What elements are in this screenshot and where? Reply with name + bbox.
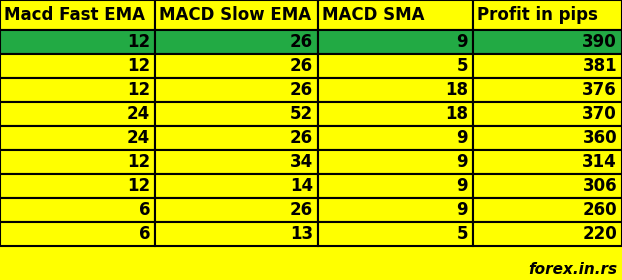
Text: 9: 9 xyxy=(457,33,468,51)
Bar xyxy=(155,54,318,78)
Text: 26: 26 xyxy=(290,57,313,75)
Text: 260: 260 xyxy=(582,201,617,219)
Text: 12: 12 xyxy=(127,33,150,51)
Bar xyxy=(318,78,473,102)
Text: 14: 14 xyxy=(290,177,313,195)
Text: MACD SMA: MACD SMA xyxy=(322,6,424,24)
Bar xyxy=(318,222,473,246)
Text: 390: 390 xyxy=(582,33,617,51)
Text: 13: 13 xyxy=(290,225,313,243)
Bar xyxy=(318,102,473,126)
Bar xyxy=(0,150,155,174)
Bar xyxy=(0,54,155,78)
Bar xyxy=(318,54,473,78)
Text: 12: 12 xyxy=(127,81,150,99)
Bar xyxy=(318,150,473,174)
Bar xyxy=(473,222,622,246)
Text: 34: 34 xyxy=(290,153,313,171)
Text: 26: 26 xyxy=(290,81,313,99)
Text: MACD Slow EMA: MACD Slow EMA xyxy=(159,6,311,24)
Text: 26: 26 xyxy=(290,201,313,219)
Text: 18: 18 xyxy=(445,81,468,99)
Bar xyxy=(0,174,155,198)
Bar xyxy=(0,0,155,30)
Bar xyxy=(0,222,155,246)
Text: 9: 9 xyxy=(457,201,468,219)
Text: 24: 24 xyxy=(127,105,150,123)
Text: forex.in.rs: forex.in.rs xyxy=(528,262,617,277)
Bar xyxy=(0,198,155,222)
Text: 6: 6 xyxy=(139,201,150,219)
Text: 26: 26 xyxy=(290,33,313,51)
Text: 12: 12 xyxy=(127,153,150,171)
Bar xyxy=(155,0,318,30)
Text: Profit in pips: Profit in pips xyxy=(477,6,598,24)
Bar xyxy=(318,0,473,30)
Text: 12: 12 xyxy=(127,57,150,75)
Text: 220: 220 xyxy=(582,225,617,243)
Text: 9: 9 xyxy=(457,153,468,171)
Text: 9: 9 xyxy=(457,129,468,147)
Bar xyxy=(318,174,473,198)
Text: 6: 6 xyxy=(139,225,150,243)
Bar xyxy=(473,126,622,150)
Bar xyxy=(318,126,473,150)
Bar xyxy=(0,30,155,54)
Bar xyxy=(473,198,622,222)
Text: 376: 376 xyxy=(582,81,617,99)
Text: 306: 306 xyxy=(582,177,617,195)
Bar xyxy=(473,102,622,126)
Bar xyxy=(155,102,318,126)
Text: 18: 18 xyxy=(445,105,468,123)
Bar xyxy=(155,174,318,198)
Bar xyxy=(0,126,155,150)
Text: 360: 360 xyxy=(582,129,617,147)
Bar xyxy=(473,30,622,54)
Bar xyxy=(473,174,622,198)
Bar xyxy=(0,102,155,126)
Text: 24: 24 xyxy=(127,129,150,147)
Bar xyxy=(155,198,318,222)
Bar xyxy=(155,126,318,150)
Text: 12: 12 xyxy=(127,177,150,195)
Text: 370: 370 xyxy=(582,105,617,123)
Text: 52: 52 xyxy=(290,105,313,123)
Bar xyxy=(473,150,622,174)
Bar xyxy=(155,30,318,54)
Bar xyxy=(155,222,318,246)
Text: 26: 26 xyxy=(290,129,313,147)
Text: 5: 5 xyxy=(457,225,468,243)
Bar xyxy=(473,78,622,102)
Text: Macd Fast EMA: Macd Fast EMA xyxy=(4,6,145,24)
Bar xyxy=(155,150,318,174)
Bar xyxy=(473,0,622,30)
Text: 314: 314 xyxy=(582,153,617,171)
Text: 5: 5 xyxy=(457,57,468,75)
Bar xyxy=(318,198,473,222)
Text: 381: 381 xyxy=(582,57,617,75)
Bar xyxy=(0,78,155,102)
Text: 9: 9 xyxy=(457,177,468,195)
Bar xyxy=(318,30,473,54)
Bar xyxy=(155,78,318,102)
Bar xyxy=(473,54,622,78)
